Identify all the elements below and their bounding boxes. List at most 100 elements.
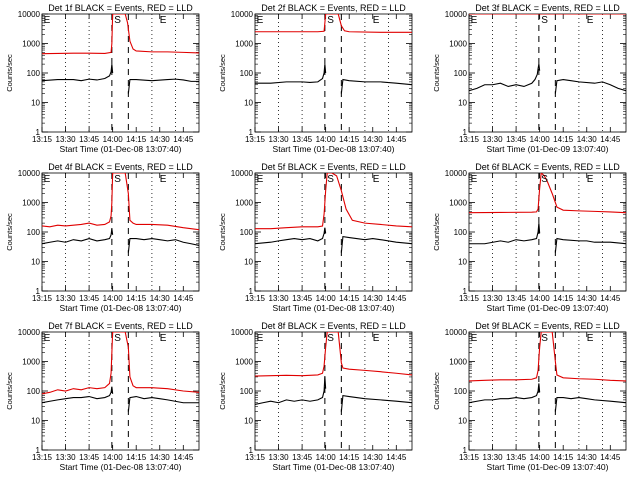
x-tick-label: 14:15 (126, 135, 147, 144)
events-series-line (255, 376, 412, 412)
x-tick-label: 14:00 (316, 453, 337, 462)
lld-series-line (255, 14, 412, 33)
x-tick-label: 14:30 (363, 453, 384, 462)
y-tick-label: 100 (240, 228, 254, 237)
x-tick-label: 13:45 (506, 453, 527, 462)
x-tick-label: 13:15 (245, 135, 266, 144)
y-tick-label: 10 (31, 417, 40, 426)
y-tick-label: 1 (36, 287, 41, 296)
x-tick-label: 14:30 (363, 294, 384, 303)
y-tick-label: 100 (240, 69, 254, 78)
y-tick-label: 10 (458, 258, 467, 267)
chart-title: Det 1f BLACK = Events, RED = LLD (48, 3, 193, 13)
marker-label-s: S (541, 174, 548, 185)
y-tick-label: 10 (458, 417, 467, 426)
chart-panel-5: Det 5f BLACK = Events, RED = LLD 1 10 100 10… (218, 162, 413, 313)
x-tick-label: 14:00 (103, 453, 124, 462)
x-tick-label: 14:15 (553, 453, 574, 462)
events-series-line (469, 223, 626, 253)
y-tick-label: 1000 (449, 358, 467, 367)
chart-title: Det 8f BLACK = Events, RED = LLD (261, 321, 406, 331)
lld-series-line (255, 173, 412, 230)
y-axis-label: Counts/sec (218, 213, 227, 251)
y-axis-label: Counts/sec (218, 372, 227, 410)
events-series-line (255, 227, 412, 253)
chart-title: Det 7f BLACK = Events, RED = LLD (48, 321, 193, 331)
y-tick-label: 1 (463, 287, 468, 296)
x-tick-label: 13:30 (56, 135, 77, 144)
x-tick-label: 13:15 (245, 453, 266, 462)
y-axis-label: Counts/sec (5, 54, 14, 92)
marker-label-e: E (160, 174, 167, 185)
x-tick-label: 13:15 (32, 294, 53, 303)
x-tick-label: 14:45 (386, 294, 407, 303)
chart-title: Det 4f BLACK = Events, RED = LLD (48, 162, 193, 172)
lld-series-line (42, 332, 199, 395)
y-tick-label: 10 (244, 417, 253, 426)
x-tick-label: 14:45 (600, 135, 621, 144)
y-tick-label: 1000 (235, 358, 253, 367)
y-axis-label: Counts/sec (432, 372, 441, 410)
chart-title: Det 6f BLACK = Events, RED = LLD (475, 162, 620, 172)
x-tick-label: 13:15 (245, 294, 266, 303)
marker-label-s: S (541, 15, 548, 26)
events-series-line (42, 228, 199, 253)
y-axis-label: Counts/sec (218, 54, 227, 92)
x-axis-label: Start Time (01-Dec-09 13:07:40) (487, 462, 609, 472)
x-tick-label: 14:15 (126, 294, 147, 303)
marker-label-s: S (114, 15, 121, 26)
events-series-line (42, 386, 199, 412)
y-tick-label: 100 (27, 387, 41, 396)
y-tick-label: 100 (454, 387, 468, 396)
x-tick-label: 14:00 (316, 135, 337, 144)
y-tick-label: 10000 (445, 169, 468, 178)
x-tick-label: 14:00 (103, 294, 124, 303)
events-series-line (42, 64, 199, 94)
y-tick-label: 1000 (22, 358, 40, 367)
x-tick-label: 13:30 (56, 453, 77, 462)
x-tick-label: 13:30 (56, 294, 77, 303)
x-tick-label: 13:15 (459, 135, 480, 144)
x-tick-label: 13:30 (269, 294, 290, 303)
x-tick-label: 13:15 (32, 135, 53, 144)
chart-panel-6: Det 6f BLACK = Events, RED = LLD 1 10 100 10… (432, 162, 627, 313)
x-tick-label: 13:30 (483, 294, 504, 303)
x-tick-label: 14:00 (530, 453, 551, 462)
y-tick-label: 10 (31, 99, 40, 108)
lld-series-line (255, 332, 412, 377)
x-tick-label: 14:30 (150, 294, 171, 303)
x-tick-label: 14:45 (386, 135, 407, 144)
chart-panel-3: Det 3f BLACK = Events, RED = LLD 1 10 100 10… (432, 3, 627, 154)
x-tick-label: 13:45 (506, 135, 527, 144)
y-tick-label: 100 (240, 387, 254, 396)
y-tick-label: 1000 (22, 199, 40, 208)
marker-label-e: E (44, 333, 51, 344)
marker-label-e: E (257, 174, 264, 185)
marker-label-e: E (373, 15, 380, 26)
marker-label-s: S (541, 333, 548, 344)
marker-label-e: E (471, 174, 478, 185)
events-series-line (255, 64, 412, 94)
y-axis-label: Counts/sec (432, 213, 441, 251)
x-tick-label: 14:30 (150, 453, 171, 462)
y-tick-label: 100 (27, 228, 41, 237)
y-axis-label: Counts/sec (432, 54, 441, 92)
y-axis-label: Counts/sec (5, 213, 14, 251)
marker-label-e: E (471, 333, 478, 344)
x-tick-label: 13:15 (459, 294, 480, 303)
marker-label-e: E (160, 333, 167, 344)
x-tick-label: 14:00 (530, 135, 551, 144)
y-tick-label: 1 (249, 128, 254, 137)
x-tick-label: 14:15 (339, 135, 360, 144)
y-tick-label: 10000 (231, 169, 254, 178)
chart-panel-8: Det 8f BLACK = Events, RED = LLD 1 10 100 10… (218, 321, 413, 472)
x-tick-label: 14:00 (530, 294, 551, 303)
x-tick-label: 14:45 (173, 453, 194, 462)
chart-title: Det 3f BLACK = Events, RED = LLD (475, 3, 620, 13)
y-tick-label: 1000 (235, 40, 253, 49)
chart-panel-1: Det 1f BLACK = Events, RED = LLD 1 10 100 10… (5, 3, 200, 154)
events-series-line (469, 64, 626, 94)
lld-series-line (469, 332, 626, 382)
y-tick-label: 10000 (18, 169, 41, 178)
